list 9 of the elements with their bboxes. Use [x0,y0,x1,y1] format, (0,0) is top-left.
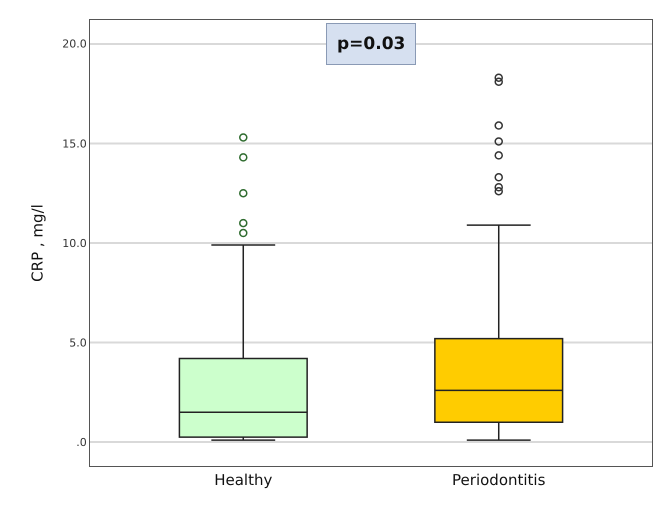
y-tick-label: 5.0 [69,336,87,350]
y-tick-label: 15.0 [62,137,87,150]
y-tick-label: .0 [76,436,87,449]
x-tick-label: Periodontitis [452,471,546,489]
y-tick-label: 20.0 [62,38,87,51]
x-tick-label: Healthy [214,471,272,489]
annotation: p=0.03 [337,34,406,54]
y-tick-label: 10.0 [62,236,87,250]
y-axis-title: CRP , mg/l [28,204,47,282]
